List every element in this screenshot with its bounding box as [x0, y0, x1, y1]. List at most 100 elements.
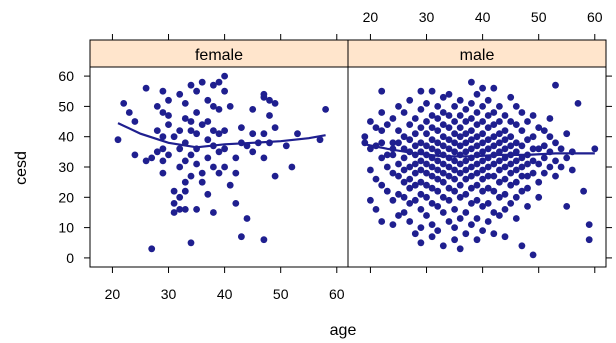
data-point [153, 148, 161, 156]
data-point [456, 124, 464, 131]
data-point [210, 81, 217, 89]
data-point [411, 169, 419, 177]
data-point [529, 251, 537, 259]
data-point [473, 160, 481, 168]
data-point [417, 124, 425, 131]
data-point [479, 157, 486, 165]
data-point [423, 181, 430, 189]
data-point [210, 163, 217, 171]
data-point [428, 124, 436, 131]
data-point [148, 154, 156, 162]
data-point [226, 103, 234, 110]
data-point [512, 193, 520, 201]
data-point [322, 106, 329, 113]
data-point [512, 215, 520, 222]
data-point [529, 169, 537, 177]
x-tick-label: 50 [273, 286, 289, 302]
data-point [176, 206, 184, 213]
data-point [512, 139, 520, 147]
data-point [378, 154, 386, 162]
data-point [451, 224, 458, 232]
data-point [540, 169, 548, 177]
data-point [423, 142, 430, 150]
data-point [439, 142, 447, 150]
data-point [501, 163, 509, 171]
data-point [580, 187, 587, 195]
data-point [260, 93, 268, 101]
data-point [557, 145, 565, 153]
data-point [210, 127, 217, 134]
data-point [204, 154, 212, 162]
data-point [445, 218, 453, 225]
data-point [507, 93, 515, 101]
data-point [451, 157, 458, 165]
data-point [389, 151, 397, 159]
data-point [423, 169, 430, 177]
data-point [439, 133, 447, 141]
data-point [215, 130, 223, 138]
data-point [479, 187, 486, 195]
data-point [204, 190, 212, 198]
data-point [456, 96, 464, 104]
data-point [451, 103, 458, 110]
data-point [153, 127, 161, 134]
data-point [546, 133, 554, 141]
data-point [176, 163, 184, 171]
data-point [529, 145, 537, 153]
data-point [215, 78, 223, 86]
data-point [159, 87, 167, 95]
data-point [484, 96, 492, 104]
y-tick-label: 40 [58, 129, 74, 145]
data-point [170, 200, 178, 207]
data-point [383, 121, 391, 128]
data-point [484, 172, 492, 180]
data-point [507, 200, 515, 207]
strip-female [89, 39, 349, 68]
data-point [316, 136, 324, 144]
data-point [411, 130, 419, 138]
data-point [434, 187, 442, 195]
data-point [479, 118, 486, 125]
data-point [535, 160, 543, 168]
data-point [181, 157, 189, 165]
x-tick-label: 20 [363, 9, 379, 25]
data-point [187, 118, 195, 125]
data-point [417, 166, 425, 174]
data-point [456, 181, 464, 189]
data-point [518, 242, 526, 250]
data-point [524, 203, 531, 210]
data-point [406, 163, 414, 171]
data-point [518, 127, 526, 134]
data-point [131, 118, 139, 125]
data-point [445, 145, 453, 153]
data-point [406, 121, 414, 128]
data-point [428, 233, 436, 241]
data-point [406, 184, 414, 192]
data-point [367, 166, 374, 174]
data-point [417, 239, 425, 247]
data-point [400, 154, 408, 162]
data-point [367, 196, 374, 204]
data-point [462, 209, 470, 216]
data-point [221, 127, 229, 134]
data-point [468, 78, 475, 86]
data-point [142, 84, 150, 92]
data-point [428, 136, 436, 144]
data-point [159, 109, 167, 116]
data-point [406, 200, 414, 207]
data-point [445, 163, 453, 171]
data-point [434, 157, 442, 165]
smooth-line-female [117, 122, 326, 149]
data-point [585, 221, 593, 229]
data-point [221, 163, 229, 171]
data-point [496, 157, 503, 165]
data-point [439, 109, 447, 116]
data-point [512, 178, 520, 186]
data-point [181, 206, 189, 213]
data-point [439, 178, 447, 186]
data-point [400, 178, 408, 186]
x-tick-label: 30 [161, 286, 177, 302]
data-point [496, 178, 503, 186]
data-point [524, 118, 531, 125]
data-point [372, 124, 380, 131]
